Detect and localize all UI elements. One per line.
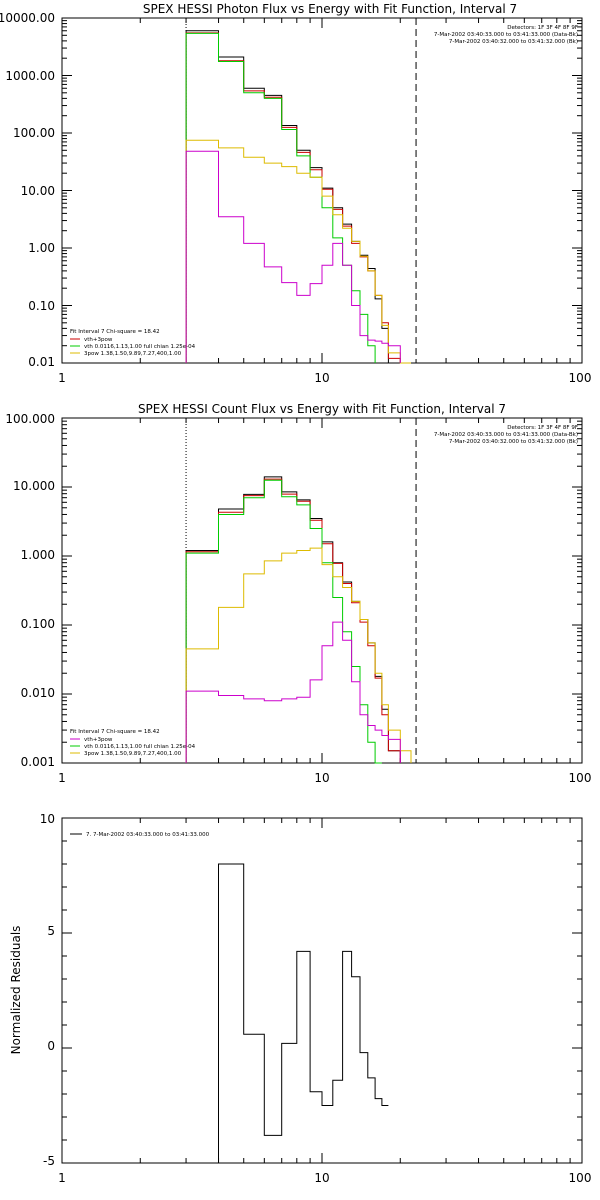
fit-interval-text: Fit Interval 7 Chi-square = 18.42 bbox=[70, 329, 160, 335]
photon-flux-series bbox=[61, 18, 582, 364]
count-flux-y-axis: 0.001 0.010 0.100 1.000 10.000 100.000 bbox=[5, 412, 55, 769]
photon-flux-title: SPEX HESSI Photon Flux vs Energy with Fi… bbox=[143, 2, 517, 16]
residuals-y-axis-label: Normalized Residuals bbox=[9, 926, 23, 1055]
residuals-panel: -5 0 5 10 Normalized Residuals 1 10 100 … bbox=[9, 812, 591, 1185]
x-tick-label: 10 bbox=[314, 771, 329, 785]
x-tick-label: 100 bbox=[569, 771, 592, 785]
y-tick-label: 10.000 bbox=[13, 479, 55, 493]
y-tick-label: 0 bbox=[47, 1039, 55, 1053]
count-flux-panel: SPEX HESSI Count Flux vs Energy with Fit… bbox=[5, 402, 591, 785]
x-tick-label: 10 bbox=[314, 1171, 329, 1185]
y-tick-label: 5 bbox=[47, 924, 55, 938]
count-flux-series bbox=[61, 418, 582, 764]
series-line-bk bbox=[185, 621, 401, 763]
y-tick-label: 10.00 bbox=[21, 184, 55, 198]
fit-3pow-text: 3pow 1.38,1.50,9.89,7.27,400,1.00 bbox=[84, 351, 182, 357]
detectors-text: Detectors: 1F 3F 4F 8F 9F bbox=[507, 25, 578, 31]
bk-interval-text: 7-Mar-2002 03:40:32.000 to 03:41:32.000 … bbox=[449, 39, 578, 45]
fit-vth-text: vth 0.0116,1.13,1.00 full chian 1.25e-04 bbox=[84, 744, 196, 750]
y-tick-label: 1000.00 bbox=[5, 69, 55, 83]
photon-flux-fit-legend: Fit Interval 7 Chi-square = 18.42 vth+3p… bbox=[70, 329, 196, 357]
bk-interval-text: 7-Mar-2002 03:40:32.000 to 03:41:32.000 … bbox=[449, 439, 578, 445]
count-flux-header: Detectors: 1F 3F 4F 8F 9F 7-Mar-2002 03:… bbox=[434, 425, 578, 445]
fit-model-text: vth+3pow bbox=[84, 337, 113, 343]
axis-ticks bbox=[61, 418, 582, 764]
detectors-text: Detectors: 1F 3F 4F 8F 9F bbox=[507, 425, 578, 431]
residuals-y-axis: -5 0 5 10 Normalized Residuals bbox=[9, 812, 55, 1168]
x-tick-label: 100 bbox=[569, 371, 592, 385]
y-tick-label: 10000.00 bbox=[0, 11, 55, 25]
y-tick-label: 100.000 bbox=[5, 412, 55, 426]
fit-interval-text: Fit Interval 7 Chi-square = 18.42 bbox=[70, 729, 160, 735]
residuals-plot-frame bbox=[61, 817, 583, 1164]
photon-flux-panel: SPEX HESSI Photon Flux vs Energy with Fi… bbox=[0, 2, 591, 385]
y-tick-label: 1.00 bbox=[28, 241, 55, 255]
y-tick-label: 0.001 bbox=[21, 755, 55, 769]
y-tick-label: 0.10 bbox=[28, 299, 55, 313]
y-tick-label: 10 bbox=[40, 812, 55, 826]
y-tick-label: 100.00 bbox=[13, 126, 55, 140]
residuals-series bbox=[61, 817, 582, 1164]
count-flux-x-axis: 1 10 100 bbox=[58, 771, 591, 785]
y-tick-label: 0.010 bbox=[21, 686, 55, 700]
x-tick-label: 1 bbox=[58, 1171, 66, 1185]
x-tick-label: 1 bbox=[58, 371, 66, 385]
series-line-3pow bbox=[185, 139, 411, 364]
axis-ticks bbox=[61, 817, 582, 1164]
count-flux-title: SPEX HESSI Count Flux vs Energy with Fit… bbox=[138, 402, 506, 416]
fit-vth-text: vth 0.0116,1.13,1.00 full chian 1.25e-04 bbox=[84, 344, 196, 350]
residuals-legend: 7. 7-Mar-2002 03:40:33.000 to 03:41:33.0… bbox=[70, 832, 210, 838]
y-tick-label: 0.01 bbox=[28, 355, 55, 369]
data-interval-text: 7-Mar-2002 03:40:33.000 to 03:41:33.000 … bbox=[434, 32, 578, 38]
count-flux-fit-legend: Fit Interval 7 Chi-square = 18.42 vth+3p… bbox=[70, 729, 196, 757]
photon-flux-header: Detectors: 1F 3F 4F 8F 9F 7-Mar-2002 03:… bbox=[434, 25, 578, 45]
axis-ticks bbox=[61, 18, 582, 364]
series-line-vth bbox=[185, 479, 382, 764]
series-line-bk bbox=[185, 150, 401, 363]
count-flux-plot-frame bbox=[61, 417, 583, 764]
y-tick-label: 0.100 bbox=[21, 617, 55, 631]
series-line-residuals bbox=[186, 863, 389, 1164]
y-tick-label: -5 bbox=[43, 1154, 55, 1168]
residuals-legend-text: 7. 7-Mar-2002 03:40:33.000 to 03:41:33.0… bbox=[86, 832, 210, 838]
x-tick-label: 10 bbox=[314, 371, 329, 385]
photon-flux-y-axis: 0.01 0.10 1.00 10.00 100.00 1000.00 1000… bbox=[0, 11, 55, 369]
photon-flux-x-axis: 1 10 100 bbox=[58, 371, 591, 385]
x-tick-label: 1 bbox=[58, 771, 66, 785]
series-line-total bbox=[185, 478, 401, 763]
x-tick-label: 100 bbox=[569, 1171, 592, 1185]
residuals-x-axis: 1 10 100 bbox=[58, 1171, 591, 1185]
series-line-3pow bbox=[185, 547, 412, 763]
data-interval-text: 7-Mar-2002 03:40:33.000 to 03:41:33.000 … bbox=[434, 432, 578, 438]
fit-model-text: vth+3pow bbox=[84, 737, 113, 743]
y-tick-label: 1.000 bbox=[21, 548, 55, 562]
series-line-vth bbox=[185, 32, 376, 363]
fit-3pow-text: 3pow 1.38,1.50,9.89,7.27,400,1.00 bbox=[84, 751, 182, 757]
